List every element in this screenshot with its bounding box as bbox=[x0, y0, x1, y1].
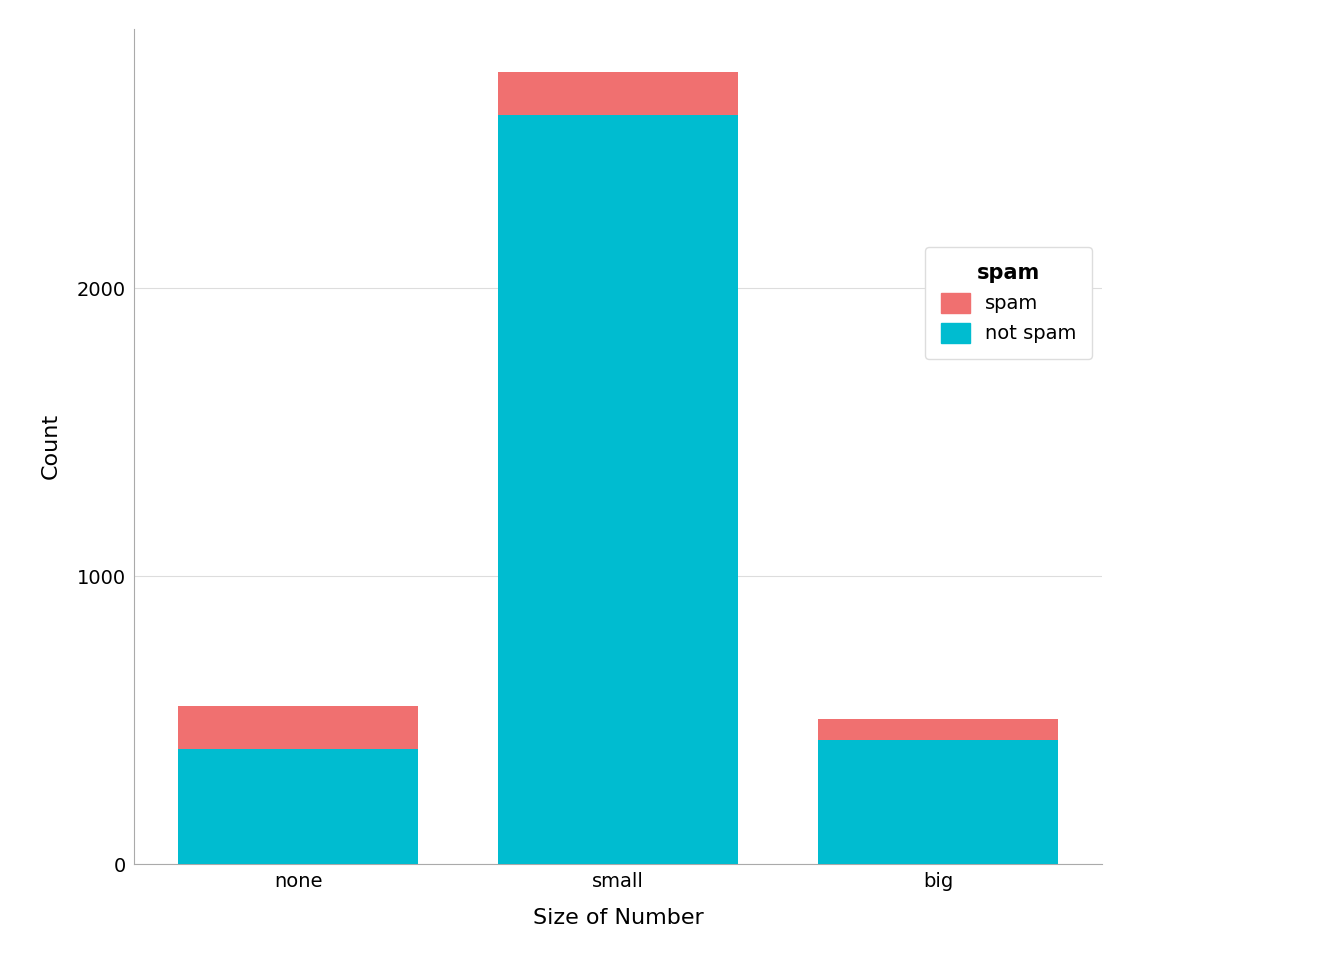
Bar bbox=[179, 706, 418, 749]
Bar bbox=[818, 718, 1058, 740]
X-axis label: Size of Number: Size of Number bbox=[532, 908, 704, 928]
Y-axis label: Count: Count bbox=[40, 414, 60, 479]
Bar bbox=[499, 115, 738, 864]
Legend: spam, not spam: spam, not spam bbox=[925, 248, 1093, 359]
Bar bbox=[818, 740, 1058, 864]
Bar bbox=[179, 749, 418, 864]
Bar bbox=[499, 72, 738, 115]
